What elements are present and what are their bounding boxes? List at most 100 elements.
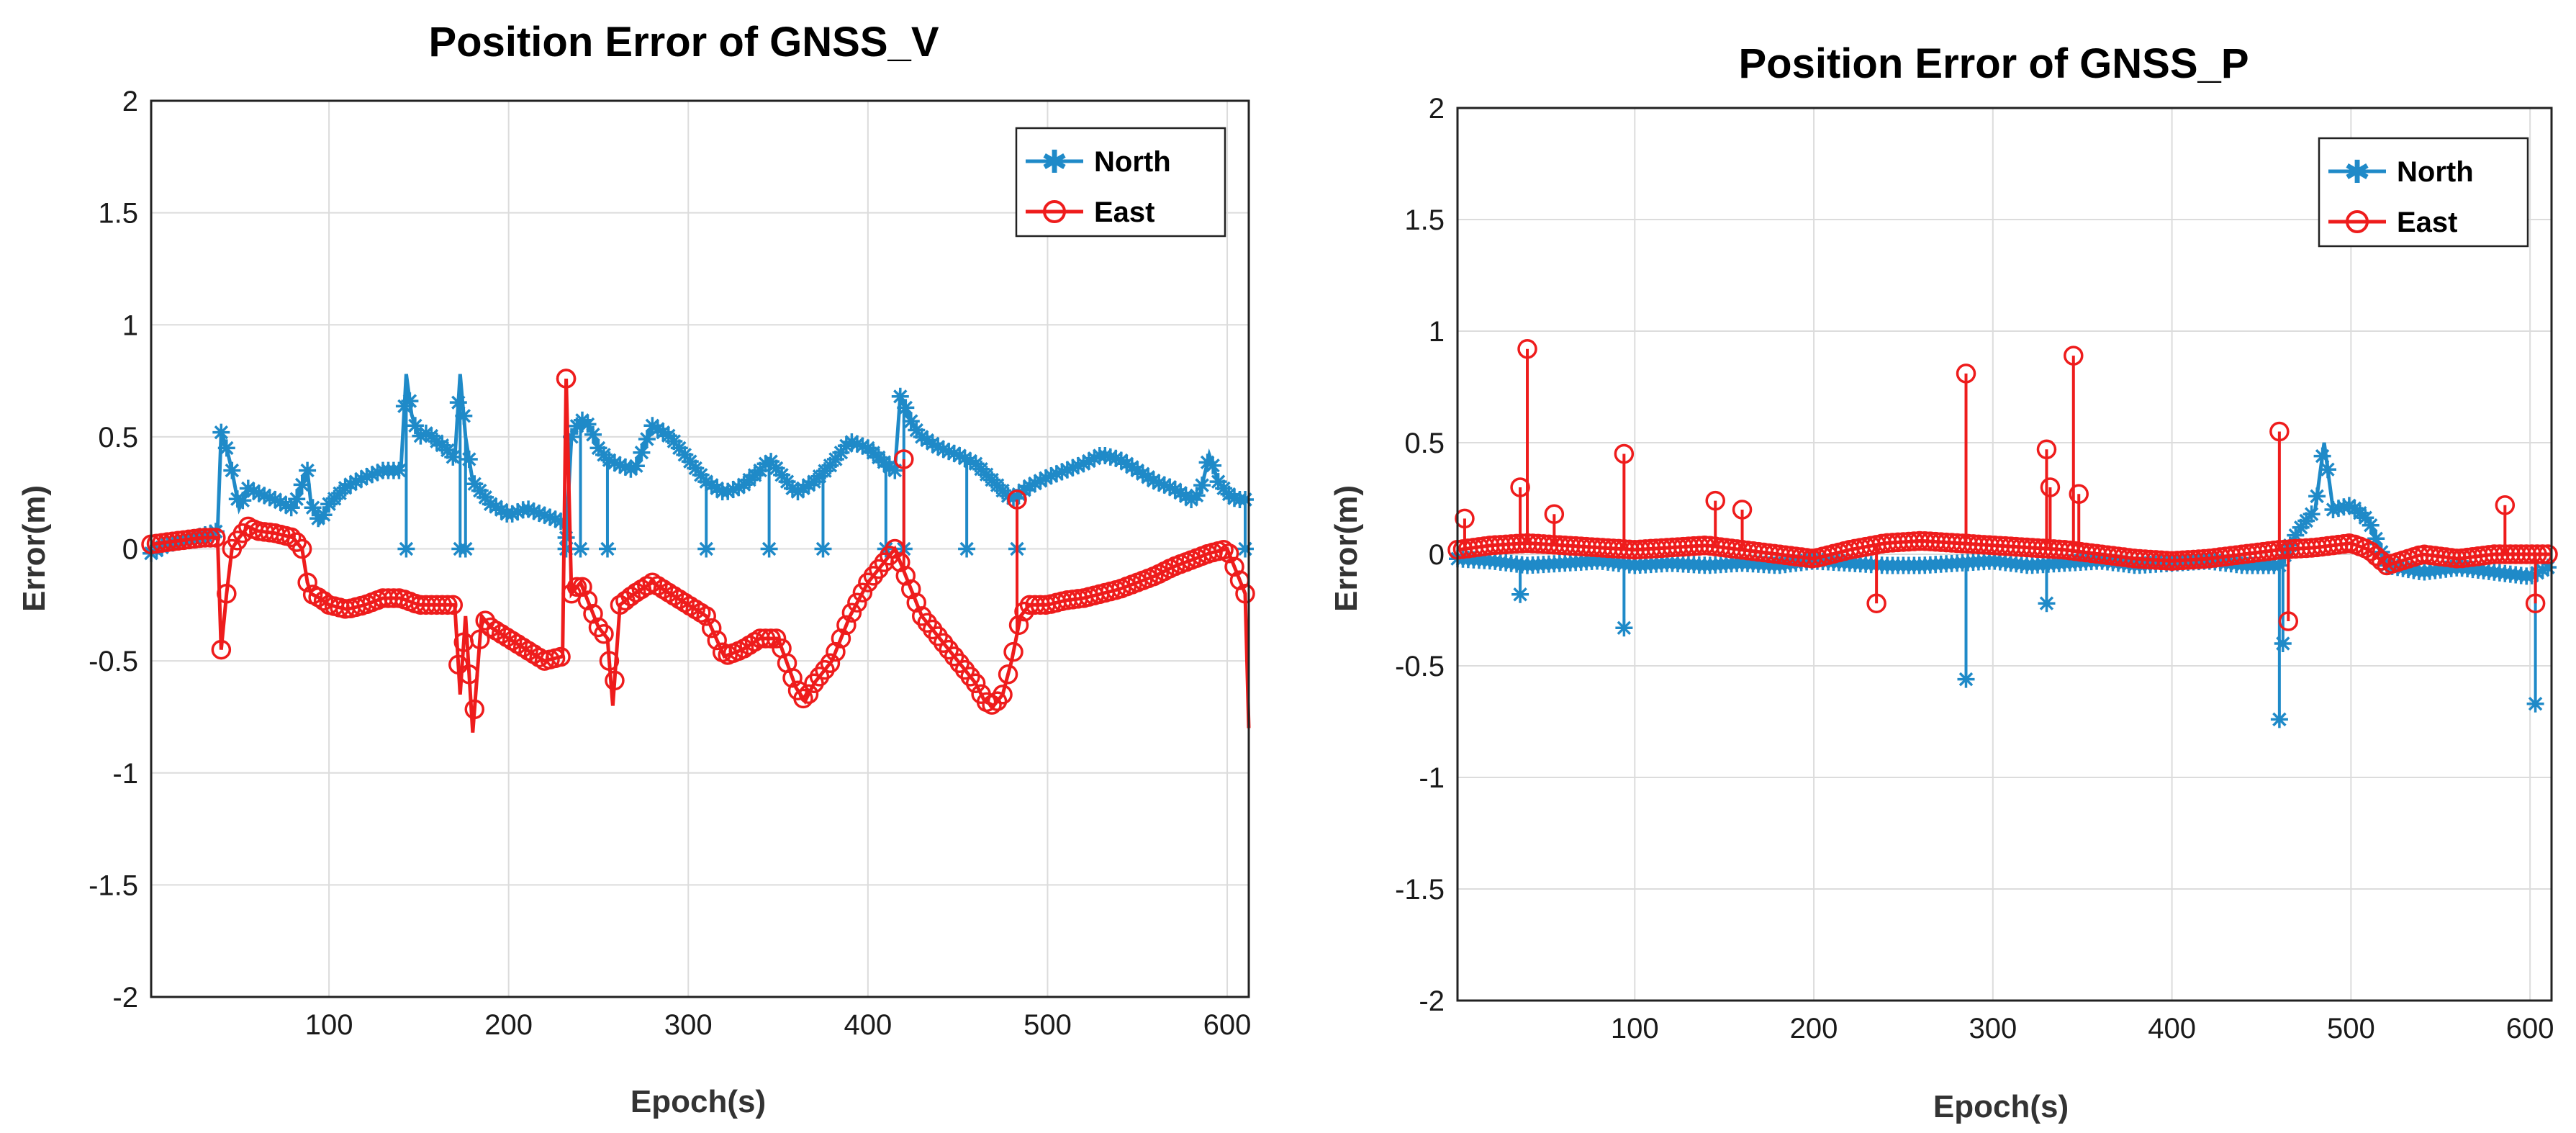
data-point xyxy=(707,630,727,651)
legend-east-marker xyxy=(1043,200,1066,223)
data-point xyxy=(993,685,1013,705)
data-point xyxy=(211,639,232,660)
data-point xyxy=(854,437,872,455)
data-point xyxy=(814,540,832,558)
data-point xyxy=(2538,544,2558,564)
y-tick-label: 1.5 xyxy=(1404,204,1445,236)
data-point xyxy=(1134,465,1152,483)
data-point xyxy=(313,590,334,611)
data-point xyxy=(557,528,575,546)
legend-east-label: East xyxy=(1094,197,1155,228)
data-point xyxy=(304,499,322,517)
data-point xyxy=(342,475,359,493)
data-point xyxy=(616,458,634,476)
data-point xyxy=(520,500,538,518)
chart-title: Position Error of GNSS_P xyxy=(1739,40,2249,87)
x-tick-label: 500 xyxy=(1023,1009,1072,1041)
data-point xyxy=(594,624,614,644)
chart-gnss-v: Position Error of GNSS_V Epoch(s) Error(… xyxy=(17,19,1255,1119)
data-point xyxy=(406,417,424,435)
y-tick-label: 0.5 xyxy=(98,422,138,453)
data-point xyxy=(503,505,521,523)
series-east xyxy=(141,369,1255,733)
data-point xyxy=(761,628,781,649)
data-point xyxy=(599,651,620,671)
legend-north-label: North xyxy=(1094,146,1171,178)
data-point xyxy=(448,654,469,675)
legend-box xyxy=(1015,127,1226,238)
data-point xyxy=(1026,474,1044,492)
y-tick-label: 0.5 xyxy=(1404,428,1445,459)
data-point xyxy=(1069,457,1087,474)
data-point xyxy=(261,489,279,507)
data-point xyxy=(1058,461,1076,479)
data-point xyxy=(1085,449,1103,467)
data-point xyxy=(756,455,774,473)
data-point xyxy=(297,572,317,592)
data-point xyxy=(962,452,980,470)
data-point xyxy=(281,527,302,548)
data-point xyxy=(902,412,920,430)
data-point xyxy=(897,399,915,417)
data-point xyxy=(1172,484,1190,502)
data-point xyxy=(622,460,640,478)
data-point xyxy=(551,646,571,667)
data-point xyxy=(1007,489,1027,510)
data-point xyxy=(2274,635,2292,652)
data-point xyxy=(432,595,453,615)
data-point xyxy=(288,490,306,508)
data-point xyxy=(633,443,651,461)
plot-frame xyxy=(150,99,1250,998)
data-point xyxy=(890,552,910,572)
x-tick-label: 100 xyxy=(305,1009,353,1041)
data-point xyxy=(572,577,592,597)
data-point xyxy=(196,526,214,543)
data-point xyxy=(2302,505,2320,523)
data-point xyxy=(2367,530,2385,548)
y-tick-label: -2 xyxy=(1419,985,1445,1017)
data-point xyxy=(566,577,587,597)
data-point xyxy=(1080,452,1098,470)
data-point xyxy=(913,428,931,446)
data-point xyxy=(217,584,237,604)
data-point xyxy=(277,496,295,514)
data-point xyxy=(282,499,300,517)
data-point xyxy=(1614,443,1635,464)
x-tick-label: 300 xyxy=(664,1009,713,1041)
data-point xyxy=(965,673,986,693)
y-tick-label: 1.5 xyxy=(98,198,138,230)
data-point xyxy=(250,484,268,502)
data-point xyxy=(223,461,241,479)
data-point xyxy=(2040,477,2061,497)
data-point xyxy=(891,387,909,405)
data-point xyxy=(1219,543,1239,564)
data-point xyxy=(956,449,974,467)
data-point xyxy=(2534,561,2552,579)
data-point xyxy=(358,468,376,485)
data-point xyxy=(702,476,720,494)
data-point xyxy=(2356,509,2374,527)
data-point xyxy=(847,592,867,613)
data-point xyxy=(217,439,235,457)
data-point xyxy=(299,461,317,479)
data-point xyxy=(766,628,787,649)
data-point xyxy=(530,505,548,522)
data-point xyxy=(1101,448,1119,466)
data-point xyxy=(798,684,819,704)
data-point xyxy=(509,503,527,521)
y-tick-label: 2 xyxy=(1429,93,1445,125)
legend-north-label: North xyxy=(2397,156,2474,188)
data-point xyxy=(782,668,803,688)
data-point xyxy=(1155,476,1173,494)
data-point xyxy=(605,670,625,691)
y-tick-label: 0 xyxy=(122,534,138,566)
data-point xyxy=(315,506,333,524)
data-point xyxy=(557,540,575,558)
legend: ✱ North East xyxy=(2318,137,2529,248)
data-point xyxy=(2526,695,2544,713)
data-point xyxy=(577,590,598,610)
data-point xyxy=(347,473,365,491)
data-point xyxy=(2064,346,2084,366)
data-point xyxy=(1123,458,1141,476)
data-point xyxy=(600,451,618,469)
